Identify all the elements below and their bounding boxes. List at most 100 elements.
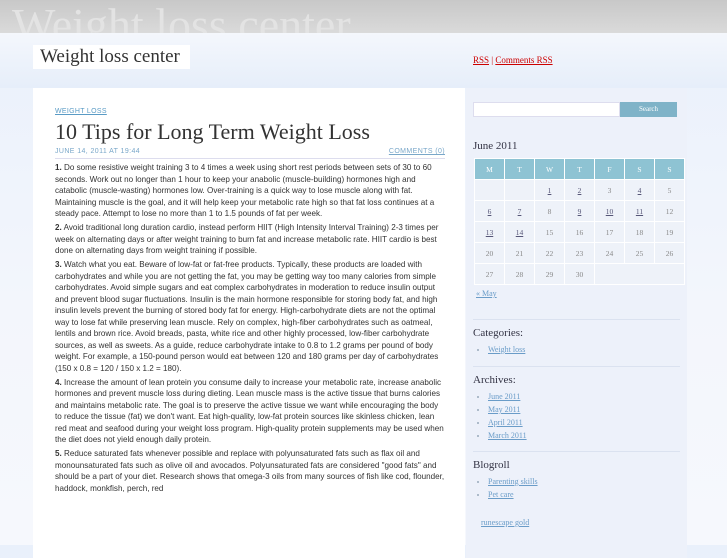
calendar-day: 5 xyxy=(654,179,685,201)
calendar-day: 19 xyxy=(654,221,685,243)
calendar-day: 11 xyxy=(624,200,655,222)
post-date: JUNE 14, 2011 AT 19:44 xyxy=(55,148,141,155)
day: 24 xyxy=(605,248,614,258)
list-item: Pet care xyxy=(488,488,680,501)
list-item: June 2011 xyxy=(488,390,680,403)
day: 23 xyxy=(575,248,584,258)
item-link[interactable]: June 2011 xyxy=(488,392,521,401)
weekday: S xyxy=(624,158,655,180)
day: 25 xyxy=(635,248,644,258)
item-link[interactable]: April 2011 xyxy=(488,418,523,427)
day-link[interactable]: 7 xyxy=(517,206,522,216)
day: 27 xyxy=(485,269,494,279)
separator: | xyxy=(491,55,494,65)
day-link[interactable]: 14 xyxy=(515,227,524,237)
day-link[interactable]: 1 xyxy=(547,185,552,195)
calendar-day: 21 xyxy=(504,242,535,264)
calendar-day: 14 xyxy=(504,221,535,243)
calendar-day: 2 xyxy=(564,179,595,201)
calendar-week: 27 28 29 30 xyxy=(474,263,685,285)
day-link[interactable]: 11 xyxy=(635,206,644,216)
calendar-week: 20 21 22 23 24 25 26 xyxy=(474,242,685,264)
day: 26 xyxy=(665,248,674,258)
comments-link[interactable]: COMMENTS (0) xyxy=(388,148,445,155)
day-link[interactable]: 4 xyxy=(637,185,642,195)
day: 16 xyxy=(575,227,584,237)
banner-title: Weight loss center xyxy=(12,0,351,34)
day-link[interactable]: 6 xyxy=(487,206,492,216)
calendar-empty xyxy=(504,179,535,201)
prev-month[interactable]: « May xyxy=(476,289,497,298)
day: 29 xyxy=(545,269,554,279)
day: 30 xyxy=(575,269,584,279)
day-link[interactable]: 2 xyxy=(577,185,582,195)
section-heading: Blogroll xyxy=(473,459,510,471)
day: 12 xyxy=(665,206,674,216)
day: 3 xyxy=(607,185,612,195)
calendar-day: 29 xyxy=(534,263,565,285)
paragraph-text: Do some resistive weight training 3 to 4… xyxy=(55,163,435,218)
rss-link[interactable]: RSS xyxy=(473,55,490,65)
section-list: Weight loss xyxy=(473,343,680,356)
section-heading: Archives: xyxy=(473,374,516,386)
paragraph-text: Avoid traditional long duration cardio, … xyxy=(55,223,439,255)
sidebar-section: Categories: Weight loss xyxy=(473,319,680,356)
day-link[interactable]: 9 xyxy=(577,206,582,216)
paragraph: 4. Increase the amount of lean protein y… xyxy=(55,377,445,446)
paragraph-text: Increase the amount of lean protein you … xyxy=(55,377,444,445)
section-list: Parenting skills Pet care xyxy=(473,475,680,501)
calendar-day: 17 xyxy=(594,221,625,243)
calendar-day: 20 xyxy=(474,242,505,264)
sidebar: Search June 2011 M T W T F S S 1 2 3 4 5 6 7 8 9 10 11 12 1… xyxy=(466,88,687,558)
item-link[interactable]: May 2011 xyxy=(488,405,521,414)
calendar-day: 10 xyxy=(594,200,625,222)
banner: Weight loss center xyxy=(0,0,727,33)
calendar-day: 22 xyxy=(534,242,565,264)
day: 20 xyxy=(485,248,494,258)
section-heading: Categories: xyxy=(473,327,524,339)
page: Weight loss center Weight loss center RS… xyxy=(0,0,727,545)
search-input[interactable] xyxy=(473,102,620,117)
item-link[interactable]: Parenting skills xyxy=(488,477,538,486)
section-list: June 2011 May 2011 April 2011 March 2011 xyxy=(473,390,680,442)
search-button[interactable]: Search xyxy=(620,102,677,117)
day: 28 xyxy=(515,269,524,279)
calendar-day: 8 xyxy=(534,200,565,222)
main-content: WEIGHT LOSS 10 Tips for Long Term Weight… xyxy=(33,88,465,558)
calendar-day: 12 xyxy=(654,200,685,222)
day: 22 xyxy=(545,248,554,258)
post-category[interactable]: WEIGHT LOSS xyxy=(55,108,107,115)
comments-rss-link[interactable]: Comments RSS xyxy=(495,55,553,65)
day: 8 xyxy=(547,206,552,216)
rss-links: RSS | Comments RSS xyxy=(473,55,553,65)
weekday: M xyxy=(474,158,505,180)
post: WEIGHT LOSS 10 Tips for Long Term Weight… xyxy=(55,108,445,497)
calendar-week: 1 2 3 4 5 xyxy=(474,179,685,201)
calendar-day: 3 xyxy=(594,179,625,201)
list-item: April 2011 xyxy=(488,416,680,429)
calendar-day: 30 xyxy=(564,263,595,285)
day-link[interactable]: 10 xyxy=(605,206,614,216)
day: 18 xyxy=(635,227,644,237)
site-title[interactable]: Weight loss center xyxy=(33,45,190,69)
calendar: M T W T F S S 1 2 3 4 5 6 7 8 9 10 11 12 13 14 15 16 17 18 19 20 21… xyxy=(474,158,685,285)
sidebar-section: Archives: June 2011 May 2011 April 2011 Marc… xyxy=(473,366,680,442)
footer-link[interactable]: runescape gold xyxy=(481,518,530,527)
list-item: May 2011 xyxy=(488,403,680,416)
item-link[interactable]: Pet care xyxy=(488,490,514,499)
calendar-day: 18 xyxy=(624,221,655,243)
day: 19 xyxy=(665,227,674,237)
list-item: Weight loss xyxy=(488,343,680,356)
calendar-empty xyxy=(474,179,505,201)
calendar-day: 7 xyxy=(504,200,535,222)
item-link[interactable]: Weight loss xyxy=(488,345,526,354)
day-link[interactable]: 13 xyxy=(485,227,494,237)
item-link[interactable]: March 2011 xyxy=(488,431,527,440)
calendar-day: 23 xyxy=(564,242,595,264)
paragraph: 2. Avoid traditional long duration cardi… xyxy=(55,222,445,257)
post-title[interactable]: 10 Tips for Long Term Weight Loss xyxy=(55,119,370,144)
paragraph-text: Reduce saturated fats whenever possible … xyxy=(55,449,445,493)
calendar-day: 1 xyxy=(534,179,565,201)
paragraph-number: 4. xyxy=(55,377,62,387)
